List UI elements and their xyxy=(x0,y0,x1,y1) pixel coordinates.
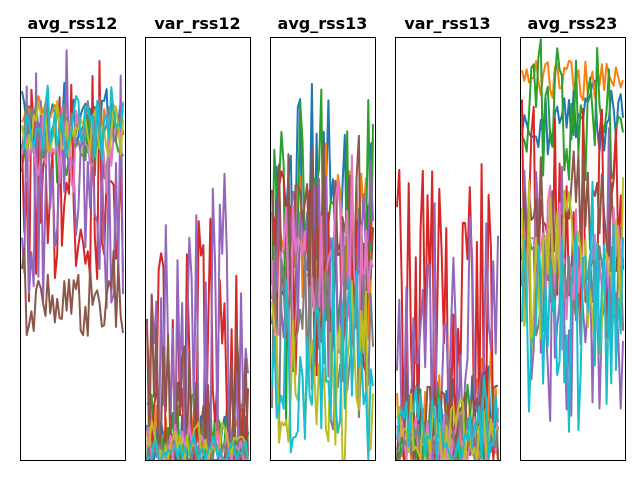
series-line-1 xyxy=(521,59,624,102)
series-group xyxy=(396,163,499,460)
panel-title: var_rss12 xyxy=(154,14,240,33)
series-line-5 xyxy=(521,150,624,279)
series-line-8 xyxy=(21,100,124,158)
series-line-2 xyxy=(521,38,624,182)
panel-avg_rss12: avg_rss12 xyxy=(20,14,126,461)
panel-title: avg_rss13 xyxy=(278,14,368,33)
series-line-9 xyxy=(21,84,124,162)
series-group xyxy=(21,49,124,337)
axes-frame xyxy=(20,37,126,461)
series-line-6 xyxy=(21,101,124,195)
series-line-5 xyxy=(21,247,124,337)
panel-var_rss12: var_rss12 xyxy=(145,14,251,461)
axes-frame xyxy=(270,37,376,461)
panel-title: avg_rss23 xyxy=(528,14,618,33)
panel-avg_rss23: avg_rss23 xyxy=(520,14,626,461)
series-line-9 xyxy=(396,374,499,460)
axes-frame xyxy=(395,37,501,461)
series-line-9 xyxy=(146,434,249,460)
series-line-8 xyxy=(146,419,249,460)
series-line-8 xyxy=(521,177,624,357)
series-line-5 xyxy=(396,368,499,460)
panel-avg_rss13: avg_rss13 xyxy=(270,14,376,461)
series-line-9 xyxy=(521,180,624,433)
series-line-7 xyxy=(396,406,499,460)
panel-title: avg_rss12 xyxy=(28,14,118,33)
panel-var_rss13: var_rss13 xyxy=(395,14,501,461)
panel-title: var_rss13 xyxy=(404,14,490,33)
series-line-5 xyxy=(146,294,249,460)
series-line-9 xyxy=(271,237,374,460)
axes-frame xyxy=(520,37,626,461)
series-group xyxy=(271,82,374,460)
series-group xyxy=(146,172,249,460)
axes-frame xyxy=(145,37,251,461)
series-group xyxy=(521,38,624,433)
